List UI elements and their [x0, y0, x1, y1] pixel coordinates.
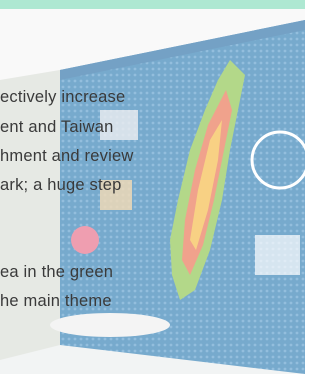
text-line: ent and Taiwan: [0, 117, 114, 137]
page: ectively increase ent and Taiwan hment a…: [0, 0, 305, 374]
text-line: hment and review: [0, 146, 133, 166]
text-line: ark; a huge step: [0, 175, 122, 195]
text-line: he main theme: [0, 291, 112, 311]
text-line: ectively increase: [0, 87, 125, 107]
text-line: ea in the green: [0, 262, 113, 282]
